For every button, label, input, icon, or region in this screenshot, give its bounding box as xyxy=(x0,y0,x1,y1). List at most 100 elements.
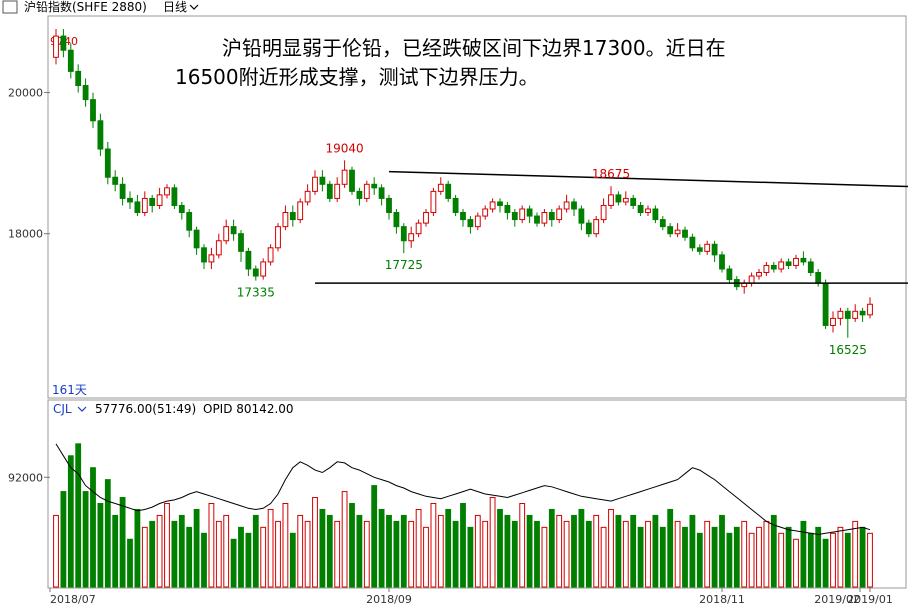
volume-bar xyxy=(600,526,607,588)
open-interest-value: OPID 80142.00 xyxy=(203,402,294,416)
candle-body xyxy=(112,176,119,185)
volume-bar xyxy=(97,503,104,588)
volume-bar xyxy=(696,532,703,588)
candle-body xyxy=(127,197,133,203)
volume-indicator-name[interactable]: CJL xyxy=(53,402,72,416)
volume-bar xyxy=(815,526,822,588)
candle-body xyxy=(208,254,215,263)
candle-body xyxy=(852,310,859,319)
volume-bar xyxy=(171,520,178,588)
candle-body xyxy=(393,212,400,228)
volume-bar xyxy=(289,532,296,588)
candle-body xyxy=(497,201,503,206)
candle-body xyxy=(90,99,96,122)
candle-body xyxy=(489,201,496,210)
candle-body xyxy=(275,226,281,249)
candle-body xyxy=(297,201,304,221)
volume-bar xyxy=(704,520,711,588)
candle-body xyxy=(504,204,511,214)
volume-bar xyxy=(822,538,829,588)
price-tick-label: 20000 xyxy=(8,87,43,100)
volume-bar xyxy=(445,508,452,588)
trendline-upper xyxy=(388,170,908,188)
volume-bar xyxy=(297,514,304,588)
volume-bar xyxy=(149,520,156,588)
volume-bar xyxy=(334,520,341,588)
volume-bar xyxy=(622,520,629,588)
date-tick-label: 2019/01 xyxy=(847,593,893,606)
window-menu-icon[interactable] xyxy=(2,0,18,14)
candle-body xyxy=(674,229,681,235)
candle-body xyxy=(615,194,622,203)
volume-bar xyxy=(770,514,777,588)
candle-body xyxy=(215,240,222,256)
volume-bar xyxy=(556,514,563,588)
date-tick-label: 2018/11 xyxy=(699,593,745,606)
volume-bar xyxy=(312,497,318,588)
chevron-down-icon[interactable] xyxy=(77,406,87,412)
candle-body xyxy=(593,219,600,235)
volume-bar xyxy=(386,514,392,588)
volume-bar xyxy=(578,508,585,588)
volume-bar xyxy=(75,443,82,588)
candle-body xyxy=(171,187,178,206)
candle-body xyxy=(630,197,637,206)
volume-bar xyxy=(719,514,725,588)
candle-body xyxy=(415,222,422,235)
candle-body xyxy=(474,215,481,228)
date-tick-label: 2018/09 xyxy=(366,593,412,606)
candle-body xyxy=(423,212,429,224)
candle-body xyxy=(400,226,407,242)
chevron-down-icon[interactable] xyxy=(189,4,199,10)
candle-body xyxy=(445,183,452,199)
days-count-label: 161天 xyxy=(52,383,87,397)
date-tick-label: 2018/07 xyxy=(50,593,96,606)
volume-bar xyxy=(571,514,577,588)
volume-panel-frame xyxy=(47,399,907,589)
candle-body xyxy=(534,215,540,224)
candle-body xyxy=(363,183,370,199)
volume-bar xyxy=(178,514,185,588)
volume-bar xyxy=(467,526,474,588)
volume-bar xyxy=(593,514,600,588)
candle-body xyxy=(60,35,67,51)
volume-bar xyxy=(156,514,163,588)
candle-body xyxy=(778,261,785,270)
volume-bar xyxy=(534,520,540,588)
volume-bar xyxy=(585,520,592,588)
candle-body xyxy=(164,187,170,196)
volume-bar xyxy=(563,520,570,588)
candle-body xyxy=(230,226,237,235)
volume-bar xyxy=(408,520,415,588)
candle-body xyxy=(304,190,311,203)
candle-body xyxy=(711,243,718,256)
volume-bar xyxy=(326,514,333,588)
candle-body xyxy=(608,194,614,206)
volume-bar xyxy=(245,532,252,588)
volume-bar xyxy=(341,491,348,588)
volume-bar xyxy=(267,508,274,588)
price-annotations: 19040 18675 17725 17335 16525 xyxy=(237,141,867,356)
volume-tick-label: 92000 xyxy=(8,471,43,484)
volume-bar xyxy=(830,532,836,588)
price-axis: 18000 20000 xyxy=(8,87,50,241)
candle-body xyxy=(563,201,570,210)
candle-body xyxy=(326,183,333,199)
volume-bar xyxy=(837,526,844,588)
volume-bar xyxy=(800,520,807,588)
price-annotation: 16525 xyxy=(829,343,867,357)
trendlines xyxy=(315,170,908,284)
volume-bar xyxy=(807,532,814,588)
period-selector[interactable]: 日线 xyxy=(163,0,187,14)
volume-bar xyxy=(711,526,718,588)
candle-body xyxy=(807,261,814,274)
candle-body xyxy=(556,208,563,221)
volume-bar xyxy=(615,514,622,588)
volume-bar xyxy=(201,532,207,588)
volume-bar xyxy=(319,508,326,588)
candlestick-series xyxy=(53,29,873,338)
candle-body xyxy=(312,176,318,192)
volume-bar xyxy=(460,503,466,588)
candle-body xyxy=(526,208,533,217)
